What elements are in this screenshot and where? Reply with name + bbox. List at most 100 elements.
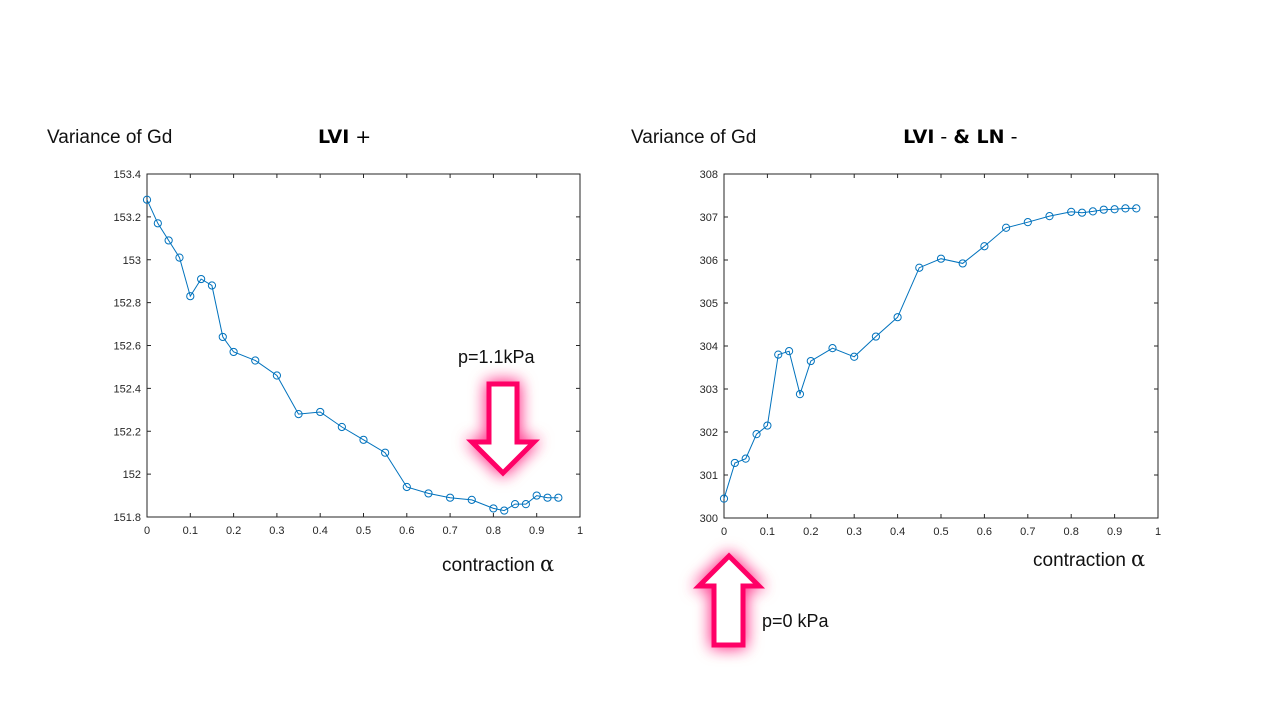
- chart2-data-point: [1099, 205, 1108, 214]
- chart2-ytick-label: 306: [700, 255, 718, 267]
- chart2-ticks: 0 0.1 0.2 0.3 0.4 0.5 0.6 0.7 0.8 0.9 1 300 301 302 30…: [700, 169, 1161, 538]
- chart1-data-point: [337, 422, 346, 432]
- chart2-xlabel: contraction α: [1033, 547, 1145, 571]
- chart2-data-point: [1077, 208, 1087, 217]
- chart2-data-point: [936, 254, 946, 263]
- chart1-data-point: [142, 195, 152, 204]
- chart1-data-point: [229, 347, 238, 357]
- chart2-series: [719, 204, 1141, 503]
- chart1-ytick-label: 152: [123, 469, 141, 481]
- chart1-xlabel-symbol: α: [540, 552, 554, 576]
- chart1-xtick-label: 0.2: [226, 525, 241, 537]
- chart1-data-point: [218, 332, 227, 342]
- chart1-xtick-label: 0.8: [486, 525, 501, 537]
- chart1-ytick-label: 152.4: [113, 383, 141, 395]
- chart1-xlabel: contraction α: [442, 552, 554, 576]
- chart2-ytick-label: 305: [700, 298, 718, 310]
- chart1-data-point: [510, 500, 520, 509]
- chart1-xtick-label: 0.9: [529, 525, 544, 537]
- chart2-data-point: [1045, 212, 1054, 221]
- chart2-annotation-label: p=0 kPa: [762, 611, 830, 631]
- chart1-data-point: [402, 482, 411, 492]
- chart2-ytick-label: 307: [700, 212, 718, 224]
- chart2-data-point: [795, 390, 805, 399]
- chart1-data-point: [175, 253, 184, 262]
- chart-lvi-minus-ln-minus: Variance of Gd LVI - & LN - 0 0.1 0.2 0.3 0.…: [631, 126, 1161, 648]
- chart1-xtick-label: 0.5: [356, 525, 371, 537]
- chart2-data-point: [774, 350, 783, 359]
- chart2-data-point: [1023, 218, 1032, 227]
- chart1-data-point: [543, 493, 552, 502]
- chart1-data-point: [272, 371, 281, 380]
- chart2-data-point: [871, 332, 881, 341]
- chart2-xtick-label: 0.5: [933, 526, 948, 538]
- chart1-data-point: [207, 281, 217, 290]
- chart2-data-point: [893, 313, 902, 322]
- chart1-data-point: [446, 493, 455, 502]
- chart2-data-point: [1067, 207, 1076, 216]
- chart1-data-point: [489, 504, 498, 513]
- chart1-data-point: [186, 292, 195, 301]
- chart1-ytick-label: 152.8: [113, 298, 141, 310]
- chart2-data-point: [730, 458, 739, 468]
- chart2-data-point: [741, 454, 750, 463]
- chart2-title-bold2: & LN: [953, 126, 1004, 148]
- chart1-data-point: [521, 500, 530, 509]
- chart1-annotation-label: p=1.1kPa: [458, 347, 536, 367]
- chart1-ticks: 0 0.1 0.2 0.3 0.4 0.5 0.6 0.7 0.8 0.9 1 151.8 152 152…: [113, 169, 583, 537]
- chart2-xtick-label: 0.7: [1020, 526, 1035, 538]
- chart2-ytick-label: 301: [700, 470, 718, 482]
- chart2-xtick-label: 0.2: [803, 526, 818, 538]
- chart1-data-point: [197, 274, 206, 284]
- chart2-ytick-label: 308: [700, 169, 718, 181]
- chart1-xtick-label: 0: [144, 525, 150, 537]
- chart1-data-point: [424, 489, 433, 498]
- chart1-title-suffix: +: [349, 126, 371, 148]
- chart2-data-point: [763, 421, 772, 430]
- chart2-xtick-label: 0.3: [847, 526, 862, 538]
- chart1-title-bold: LVI: [318, 126, 349, 148]
- chart2-title-suffix2: -: [1005, 126, 1018, 148]
- chart2-xtick-label: 0.9: [1107, 526, 1122, 538]
- chart2-data-point: [1088, 207, 1098, 216]
- chart1-xtick-label: 0.4: [313, 525, 328, 537]
- chart1-ytick-label: 151.8: [113, 512, 141, 524]
- chart2-data-point: [719, 494, 729, 503]
- chart2-data-point: [980, 242, 989, 251]
- chart2-data-point: [1132, 204, 1141, 213]
- chart2-xtick-label: 0.6: [977, 526, 992, 538]
- chart2-data-point: [806, 356, 815, 366]
- chart1-data-point: [500, 506, 509, 515]
- chart1-ytick-label: 152.6: [113, 341, 141, 353]
- chart2-data-point: [1110, 205, 1119, 214]
- chart2-ytick-label: 300: [700, 513, 718, 525]
- chart2-title-suffix: -: [934, 126, 953, 148]
- chart2-title-bold: LVI: [903, 126, 934, 148]
- chart1-data-point: [381, 448, 390, 457]
- chart1-xtick-label: 1: [577, 525, 583, 537]
- chart2-data-point: [828, 344, 837, 353]
- chart1-data-point: [294, 410, 303, 419]
- chart2-data-point: [850, 352, 859, 361]
- chart1-ylabel: Variance of Gd: [47, 127, 172, 148]
- chart1-data-point: [359, 435, 368, 444]
- chart1-data-point: [532, 491, 541, 500]
- chart1-xtick-label: 0.6: [399, 525, 414, 537]
- chart2-data-point: [1121, 204, 1130, 213]
- chart1-title: LVI +: [318, 126, 371, 148]
- chart1-data-point: [467, 495, 476, 504]
- chart2-plot-area: [723, 173, 1159, 519]
- chart2-title: LVI - & LN -: [872, 126, 1040, 148]
- chart2-ytick-label: 303: [700, 384, 718, 396]
- chart1-plot-area: [146, 173, 581, 518]
- chart1-xlabel-text: contraction: [442, 555, 535, 576]
- chart1-data-point: [251, 356, 260, 365]
- chart2-ytick-label: 304: [700, 341, 718, 353]
- chart2-data-point: [1002, 223, 1011, 232]
- chart1-ytick-label: 153: [123, 255, 141, 267]
- chart1-data-point: [316, 407, 325, 417]
- chart2-up-arrow-icon: [692, 552, 766, 648]
- chart2-xtick-label: 0.8: [1064, 526, 1079, 538]
- chart2-xtick-label: 0.4: [890, 526, 905, 538]
